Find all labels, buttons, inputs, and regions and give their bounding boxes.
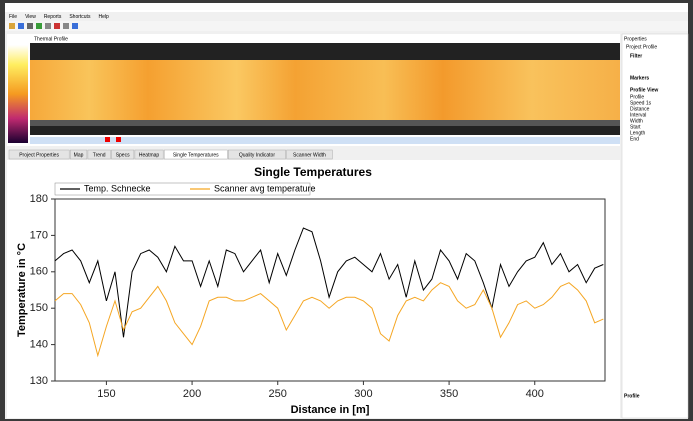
tab[interactable] — [163, 149, 228, 160]
series-line — [54, 227, 604, 338]
y-tick-label: 160 — [30, 266, 48, 278]
menu-item[interactable]: File — [9, 14, 17, 20]
thermal-edge — [30, 120, 620, 126]
props-field: Start — [630, 124, 641, 130]
legend-label: Temp. Schnecke — [84, 183, 151, 193]
tab[interactable] — [286, 149, 333, 160]
x-tick-label: 400 — [526, 388, 544, 400]
legend-label: Scanner avg temperature — [214, 183, 316, 193]
props-field: Speed 1s — [630, 100, 652, 106]
tab[interactable] — [228, 149, 286, 160]
tab-label: Scanner Width — [293, 152, 326, 158]
x-tick-label: 350 — [440, 388, 458, 400]
properties-panel — [621, 33, 689, 419]
thermal-strip — [30, 60, 620, 120]
menu-item[interactable]: View — [25, 14, 36, 20]
x-axis-label: Distance in [m] — [291, 404, 370, 416]
props-field: Length — [630, 130, 646, 136]
props-field: End — [630, 136, 639, 142]
tab-label: Map — [74, 152, 84, 158]
y-tick-label: 150 — [30, 302, 48, 314]
tab[interactable] — [111, 149, 135, 160]
props-section: Markers — [630, 75, 649, 81]
tab-label: Project Properties — [19, 152, 59, 158]
y-tick-label: 180 — [30, 193, 48, 205]
series-line — [54, 282, 604, 358]
x-tick-label: 200 — [183, 388, 201, 400]
props-section: Profile View — [630, 87, 658, 93]
menu-item[interactable]: Shortcuts — [69, 14, 91, 20]
x-tick-label: 300 — [354, 388, 372, 400]
toolbar-icons — [9, 23, 78, 29]
properties: Properties Project Profile Filter Markers Pr… — [624, 36, 658, 399]
y-tick-label: 130 — [30, 375, 48, 387]
y-tick-label: 140 — [30, 339, 48, 351]
plot-area — [54, 198, 606, 382]
props-field: Width — [630, 118, 643, 124]
x-tick-label: 150 — [97, 388, 115, 400]
tab-label: Trend — [93, 152, 106, 158]
title-bar — [5, 3, 688, 12]
y-tick-label: 170 — [30, 229, 48, 241]
chart-panel — [7, 160, 620, 418]
y-axis-label: Temperature in °C — [16, 243, 28, 337]
props-section: Filter — [630, 53, 642, 59]
legend — [54, 182, 311, 196]
color-scale — [8, 45, 28, 143]
props-field: Interval — [630, 112, 646, 118]
tab[interactable] — [69, 149, 88, 160]
marker — [116, 137, 121, 142]
props-title: Properties — [624, 36, 647, 42]
tab[interactable] — [134, 149, 164, 160]
tab[interactable] — [8, 149, 70, 160]
tab-label: Specs — [116, 152, 130, 158]
tab[interactable] — [87, 149, 111, 160]
props-field: Distance — [630, 106, 650, 112]
tab-label: Heatmap — [139, 152, 160, 158]
tab-bar: Project Properties Map Trend Specs Heatmap Si… — [8, 149, 333, 160]
tab-label: Single Temperatures — [173, 152, 219, 158]
props-field: Profile — [630, 94, 644, 100]
props-footer: Profile — [624, 393, 640, 399]
chart: Single Temperatures Distance in [m] Temp… — [16, 165, 606, 416]
chart-title: Single Temperatures — [254, 165, 372, 179]
menu-item[interactable]: Help — [98, 14, 109, 20]
tab-label: Quality Indicator — [239, 152, 275, 158]
menu-item[interactable]: Reports — [44, 14, 62, 20]
panel-label: Thermal Profile — [34, 36, 68, 42]
marker — [105, 137, 110, 142]
toolbar — [5, 21, 688, 31]
menu-bar: File View Reports Shortcuts Help — [9, 14, 109, 20]
props-subtitle: Project Profile — [626, 44, 657, 50]
scrollbar[interactable] — [30, 137, 620, 144]
x-tick-label: 250 — [269, 388, 287, 400]
